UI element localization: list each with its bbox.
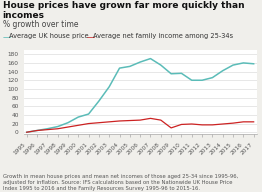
Average net family income among 25-34s [25, 131, 28, 133]
Average net family income among 25-34s [221, 123, 224, 125]
Average UK house price [35, 129, 39, 132]
Average net family income among 25-34s [66, 126, 69, 128]
Average net family income among 25-34s [190, 123, 193, 125]
Average net family income among 25-34s [128, 119, 132, 122]
Average net family income among 25-34s [87, 122, 90, 125]
Average UK house price [139, 61, 142, 63]
Average UK house price [77, 116, 80, 118]
Average UK house price [231, 64, 234, 66]
Average UK house price [200, 79, 204, 81]
Average net family income among 25-34s [242, 121, 245, 123]
Average UK house price [46, 128, 49, 130]
Average net family income among 25-34s [170, 127, 173, 129]
Average UK house price [97, 100, 100, 102]
Average UK house price [252, 63, 255, 65]
Average UK house price [108, 86, 111, 88]
Text: % growth over time: % growth over time [3, 20, 78, 29]
Average UK house price [25, 131, 28, 133]
Average net family income among 25-34s [56, 128, 59, 130]
Average net family income among 25-34s [231, 122, 234, 124]
Average UK house price [159, 64, 162, 66]
Average net family income among 25-34s [139, 119, 142, 121]
Line: Average UK house price: Average UK house price [27, 59, 254, 132]
Average net family income among 25-34s [118, 120, 121, 122]
Text: —: — [3, 33, 11, 42]
Average net family income among 25-34s [200, 124, 204, 126]
Average UK house price [190, 79, 193, 81]
Average net family income among 25-34s [108, 121, 111, 123]
Text: House prices have grown far more quickly than incomes: House prices have grown far more quickly… [3, 1, 244, 20]
Text: Growth in mean house prices and mean net incomes of those aged 25-34 since 1995-: Growth in mean house prices and mean net… [3, 175, 238, 191]
Average net family income among 25-34s [211, 124, 214, 126]
Text: —: — [86, 33, 95, 42]
Average UK house price [170, 73, 173, 75]
Average UK house price [211, 76, 214, 79]
Average net family income among 25-34s [180, 123, 183, 126]
Average UK house price [221, 70, 224, 72]
Average net family income among 25-34s [97, 122, 100, 124]
Average UK house price [180, 72, 183, 74]
Text: Average UK house price: Average UK house price [9, 33, 89, 39]
Average UK house price [242, 62, 245, 64]
Average net family income among 25-34s [159, 119, 162, 121]
Average UK house price [56, 125, 59, 128]
Line: Average net family income among 25-34s: Average net family income among 25-34s [27, 118, 254, 132]
Average UK house price [118, 67, 121, 69]
Text: Average net family income among 25-34s: Average net family income among 25-34s [93, 33, 233, 39]
Average net family income among 25-34s [149, 117, 152, 120]
Average net family income among 25-34s [77, 124, 80, 127]
Average UK house price [149, 57, 152, 60]
Average UK house price [128, 65, 132, 68]
Average UK house price [87, 113, 90, 115]
Average UK house price [66, 122, 69, 124]
Average net family income among 25-34s [35, 129, 39, 132]
Average net family income among 25-34s [46, 128, 49, 131]
Average net family income among 25-34s [252, 121, 255, 123]
